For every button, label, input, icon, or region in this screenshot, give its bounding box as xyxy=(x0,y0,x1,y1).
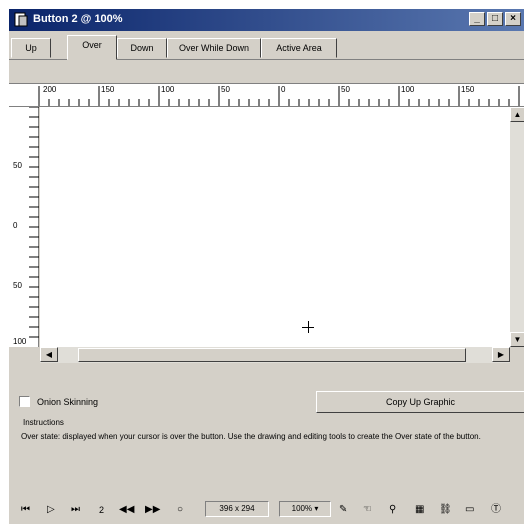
title-bar[interactable]: Button 2 @ 100% _ □ × xyxy=(9,9,524,31)
hruler-label: 50 xyxy=(221,85,230,94)
copy-up-graphic-button[interactable]: Copy Up Graphic xyxy=(316,391,524,413)
chevron-down-icon: ▾ xyxy=(314,504,319,513)
vertical-scrollbar[interactable]: ▲ ▼ xyxy=(510,107,524,347)
frame-number: 2 xyxy=(99,505,105,515)
vertical-ruler-ticks xyxy=(29,107,39,338)
hruler-label: 100 xyxy=(161,85,175,94)
close-button[interactable]: × xyxy=(505,12,521,26)
hruler-label: 100 xyxy=(401,85,415,94)
scroll-up-icon[interactable]: ▲ xyxy=(510,107,524,122)
minimize-button[interactable]: _ xyxy=(469,12,485,26)
dimensions-field: 396 x 294 xyxy=(205,501,269,517)
scroll-left-icon[interactable]: ◀ xyxy=(40,347,58,362)
last-frame-icon[interactable]: ⏭ xyxy=(71,504,80,515)
tab-over[interactable]: Over xyxy=(67,35,117,60)
zoom-select[interactable]: 100% ▾ xyxy=(279,501,331,517)
tab-over-while-down[interactable]: Over While Down xyxy=(167,38,261,58)
tab-down[interactable]: Down xyxy=(117,38,167,58)
hruler-label: 150 xyxy=(461,85,475,94)
hruler-label: 0 xyxy=(281,85,286,94)
eyedropper-icon[interactable]: ⚲ xyxy=(389,504,397,515)
vruler-label: 0 xyxy=(13,221,18,230)
first-frame-icon[interactable]: ⏮ xyxy=(21,504,30,515)
button-editor-window: Button 2 @ 100% _ □ × Up Over Down Over … xyxy=(8,8,524,524)
registration-point-icon xyxy=(308,321,309,333)
bitmap-icon[interactable]: ▦ xyxy=(415,504,425,515)
hand-icon[interactable]: ☜ xyxy=(363,504,372,515)
instructions-text: Over state: displayed when your cursor i… xyxy=(21,432,481,441)
hruler-label: 200 xyxy=(43,85,57,94)
drawing-canvas[interactable] xyxy=(40,107,510,347)
text-icon[interactable]: Ⓣ xyxy=(491,504,501,515)
loop-icon[interactable]: ○ xyxy=(177,504,184,515)
next-frame-icon[interactable]: ▶▶ xyxy=(145,504,161,515)
scroll-right-icon[interactable]: ▶ xyxy=(492,347,510,362)
window-title: Button 2 @ 100% xyxy=(33,13,123,25)
hruler-label: 50 xyxy=(341,85,350,94)
vruler-label: 100 xyxy=(13,337,27,346)
state-tabs: Up Over Down Over While Down Active Area xyxy=(9,35,524,60)
horizontal-scrollbar[interactable]: ◀ ▶ xyxy=(40,347,510,363)
instructions-title: Instructions xyxy=(23,418,64,427)
play-icon[interactable]: ▷ xyxy=(47,504,55,515)
zoom-value: 100% xyxy=(291,504,313,513)
tab-active-area[interactable]: Active Area xyxy=(261,38,337,58)
playback-toolbar: ⏮ ▷ ⏭ 2 ◀◀ ▶▶ ○ 396 x 294 100% ▾ ✎ ☜ ⚲ ▦… xyxy=(9,499,524,523)
document-icon xyxy=(14,12,28,27)
book-icon[interactable]: ▭ xyxy=(465,504,475,515)
pencil-icon[interactable]: ✎ xyxy=(339,504,348,515)
link-icon[interactable]: ⛓ xyxy=(439,504,452,515)
vruler-label: 50 xyxy=(13,161,22,170)
maximize-button[interactable]: □ xyxy=(487,12,503,26)
tab-up[interactable]: Up xyxy=(11,38,51,58)
scroll-down-icon[interactable]: ▼ xyxy=(510,332,524,347)
vertical-ruler: 50 0 50 100 xyxy=(9,107,39,347)
onion-skinning-label: Onion Skinning xyxy=(37,397,99,407)
previous-frame-icon[interactable]: ◀◀ xyxy=(119,504,135,515)
horizontal-scroll-thumb[interactable] xyxy=(78,348,466,362)
horizontal-ruler: 200 150 100 50 0 50 100 150 xyxy=(9,83,524,107)
horizontal-ruler-ticks xyxy=(38,86,520,106)
vruler-label: 50 xyxy=(13,281,22,290)
hruler-label: 150 xyxy=(101,85,115,94)
onion-skinning-checkbox[interactable] xyxy=(19,396,30,407)
